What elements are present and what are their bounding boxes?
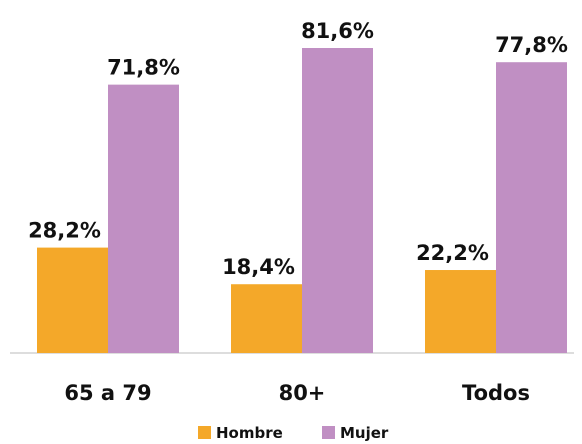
data-label: 77,8% bbox=[495, 33, 568, 57]
data-label: 71,8% bbox=[107, 56, 180, 80]
legend-label: Hombre bbox=[216, 424, 283, 442]
x-tick-label: 80+ bbox=[279, 381, 326, 405]
bar bbox=[231, 284, 302, 353]
legend-label: Mujer bbox=[340, 424, 389, 442]
data-label: 81,6% bbox=[301, 19, 374, 43]
data-label: 22,2% bbox=[416, 241, 489, 265]
bar bbox=[302, 48, 373, 353]
bar bbox=[496, 62, 567, 353]
legend-swatch bbox=[322, 426, 335, 439]
x-tick-label: 65 a 79 bbox=[64, 381, 151, 405]
bar bbox=[108, 84, 179, 353]
legend-swatch bbox=[198, 426, 211, 439]
bar bbox=[425, 270, 496, 353]
data-label: 28,2% bbox=[28, 219, 101, 243]
bar bbox=[37, 247, 108, 353]
x-tick-label: Todos bbox=[462, 381, 530, 405]
data-label: 18,4% bbox=[222, 255, 295, 279]
